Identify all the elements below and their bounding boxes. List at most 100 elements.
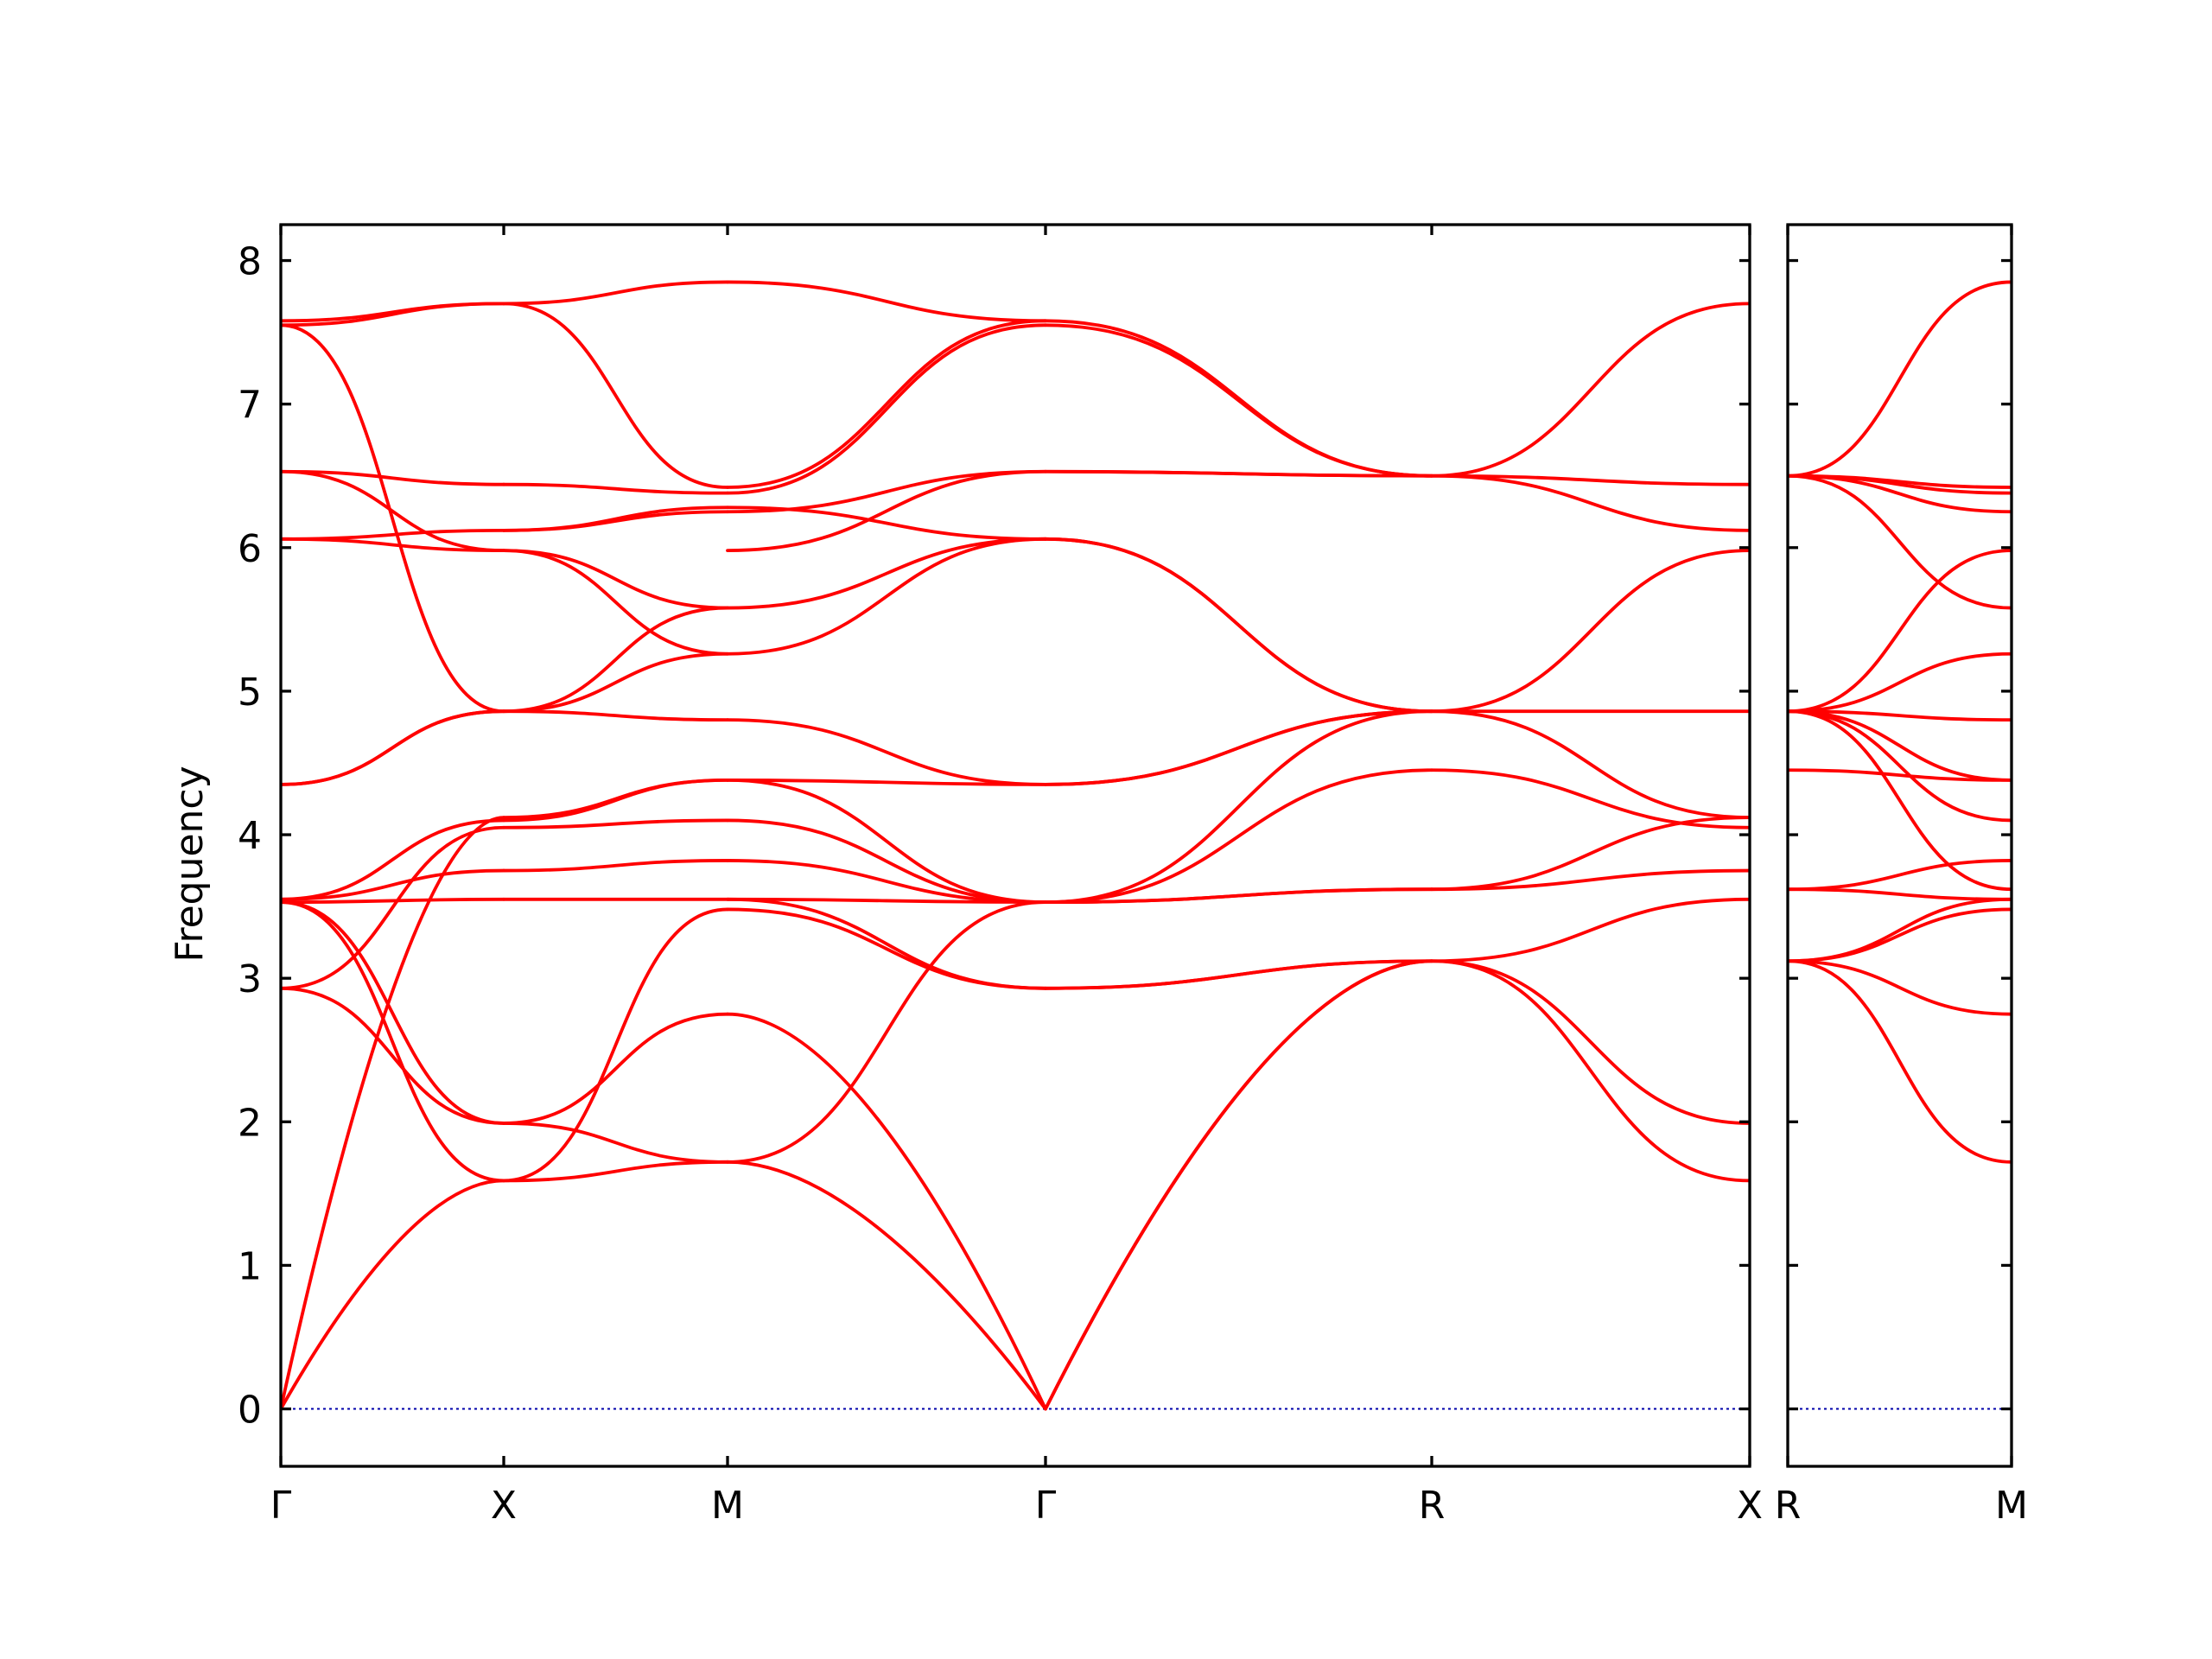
phonon-branch-p1-s4-b6	[1044, 887, 1433, 905]
phonon-branch-p1-s3-b5	[726, 900, 1047, 1164]
phonon-branch-p1-s3-b2	[726, 1012, 1047, 1411]
y-tick-label: 3	[238, 957, 262, 1001]
phonon-branch-p1-s3-b11	[726, 718, 1047, 786]
phonon-branch-p2-s1-b3	[1788, 907, 2012, 963]
y-tick-label: 8	[238, 240, 262, 284]
phonon-branch-p1-s1-b3	[281, 986, 505, 1125]
phonon-branch-p1-s4-b16	[1044, 319, 1433, 478]
phonon-branch-p2-s1-b9	[1788, 709, 2012, 823]
phonon-branch-p2-s1-b17	[1788, 474, 2012, 489]
phonon-branch-p1-s1-b5	[281, 900, 505, 1183]
phonon-branch-p2-s1-b10	[1788, 709, 2012, 782]
phonon-branch-p1-s3-b19	[726, 280, 1047, 323]
phonon-branch-p1-s3-b12	[726, 537, 1047, 656]
phonon-branch-p1-s3-b17	[726, 323, 1047, 495]
phonon-branch-p2-s1-b8	[1788, 709, 2012, 892]
phonon-branch-p1-s3-b1	[726, 1160, 1047, 1411]
phonon-branch-p2-s1-b14	[1788, 474, 2012, 610]
y-tick-label: 5	[238, 671, 262, 715]
phonon-branch-p1-s4-b1	[1044, 959, 1433, 1411]
phonon-branch-p1-s4-b12	[1044, 537, 1433, 714]
phonon-branch-p2-s1-b2	[1788, 959, 2012, 1016]
phonon-branch-p2-s1-b1	[1788, 959, 2012, 1164]
y-axis-label: Frequency	[168, 766, 212, 962]
phonon-branch-p1-s2-b6	[502, 859, 729, 873]
phonon-branch-p1-s1-b7	[281, 897, 505, 905]
phonon-branch-p1-s1-b6	[281, 900, 505, 1125]
phonon-branch-p1-s4-b10	[1044, 709, 1433, 786]
phonon-branch-p1-s1-b13	[281, 528, 505, 541]
phonon-branch-p1-s2-b1	[502, 1160, 729, 1183]
phonon-branch-p1-s1-b8	[281, 818, 505, 901]
panel-1-bands	[281, 280, 1750, 1411]
x-tick-label: X	[1737, 1484, 1763, 1528]
phonon-branch-p1-s5-b6	[1430, 768, 1750, 830]
panel-2-bands	[1788, 280, 2012, 1410]
phonon-branch-p1-s4-b4	[1044, 959, 1433, 990]
phonon-branch-p1-s5-b4	[1430, 868, 1750, 892]
phonon-branch-p1-s1-b1	[281, 1179, 505, 1411]
phonon-branch-p1-s2-b10	[502, 709, 729, 722]
phonon-branch-p2-s1-b11	[1788, 709, 2012, 722]
y-tick-label: 4	[238, 814, 262, 858]
phonon-branch-p1-s2-b4	[502, 1122, 729, 1164]
phonon-branch-p1-s2-b14	[502, 549, 729, 610]
phonon-branch-p2-s1-b13	[1788, 549, 2012, 714]
phonon-branch-p1-s5-b5	[1430, 816, 1750, 892]
phonon-branch-p1-s2-b15	[502, 510, 729, 532]
phonon-branch-p1-s1-b9	[281, 868, 505, 901]
phonon-branch-p1-s3-b3	[726, 907, 1047, 990]
phonon-branch-p1-s1-b11	[281, 709, 505, 786]
phonon-branch-p2-s1-b18	[1788, 280, 2012, 478]
phonon-branch-p1-s3-b15	[726, 469, 1047, 553]
phonon-branch-p1-s2-b18	[502, 280, 729, 306]
phonon-branch-p1-s5-b12	[1430, 302, 1750, 478]
y-tick-label: 1	[238, 1244, 262, 1288]
phonon-branch-p2-s1-b7	[1788, 768, 2012, 782]
x-tick-label: R	[1775, 1484, 1802, 1528]
phonon-branch-p1-s5-b3	[1430, 897, 1750, 963]
phonon-branch-p1-s1-b17	[281, 302, 505, 327]
phonon-branch-p1-s5-b9	[1430, 549, 1750, 714]
phonon-branch-p1-s2-b9	[502, 779, 729, 820]
phonon-branch-p1-s4-b15	[1044, 323, 1433, 478]
phonon-branch-p1-s2-b2	[502, 907, 729, 1183]
x-tick-label: Γ	[270, 1484, 292, 1528]
phonon-branch-p1-s5-b1	[1430, 959, 1750, 1183]
phonon-branch-p1-s2-b17	[502, 482, 729, 495]
phonon-branch-p1-s5-b2	[1430, 959, 1750, 1125]
phonon-branch-p1-s4-b7	[1044, 768, 1433, 905]
phonon-branch-p1-s5-b11	[1430, 474, 1750, 486]
phonon-branch-p1-s3-b18	[726, 319, 1047, 489]
phonon-branch-p2-s1-b12	[1788, 652, 2012, 714]
phonon-branch-p2-s1-b4	[1788, 897, 2012, 963]
phonon-branch-p1-s4-b8	[1044, 709, 1433, 905]
phonon-branch-p1-s4-b14	[1044, 469, 1433, 478]
phonon-branch-p1-s3-b14	[726, 469, 1047, 514]
x-tick-label: M	[1995, 1484, 2028, 1528]
phonon-branch-p1-s2-b12	[502, 606, 729, 714]
y-tick-label: 2	[238, 1101, 262, 1145]
x-tick-label: X	[491, 1484, 517, 1528]
phonon-branch-p1-s3-b10	[726, 779, 1047, 786]
phonon-branch-p1-s2-b3	[502, 1012, 729, 1125]
phonon-branch-p1-s3-b13	[726, 537, 1047, 610]
phonon-branch-p1-s1-b16	[281, 323, 505, 714]
phonon-branch-p1-s3-b9	[726, 779, 1047, 905]
phonon-branch-p1-s3-b16	[726, 505, 1047, 541]
phonon-branch-p1-s2-b11	[502, 652, 729, 714]
phonon-branch-p1-s2-b13	[502, 549, 729, 656]
phonon-branch-p1-s4-b2	[1044, 959, 1433, 1411]
y-tick-label: 0	[238, 1389, 262, 1433]
x-tick-label: R	[1419, 1484, 1446, 1528]
x-tick-label: Γ	[1035, 1484, 1057, 1528]
y-tick-label: 7	[238, 384, 262, 428]
panel-1-frame	[279, 223, 1751, 1468]
phonon-branch-p1-s1-b15	[281, 469, 505, 486]
phonon-branch-p1-s5-b7	[1430, 709, 1750, 820]
phonon-branch-p2-s1-b6	[1788, 887, 2012, 901]
phonon-branch-p1-s5-b10	[1430, 474, 1750, 532]
phonon-branch-p1-s1-b14	[281, 469, 505, 553]
phonon-branch-p1-s2-b19	[502, 302, 729, 489]
